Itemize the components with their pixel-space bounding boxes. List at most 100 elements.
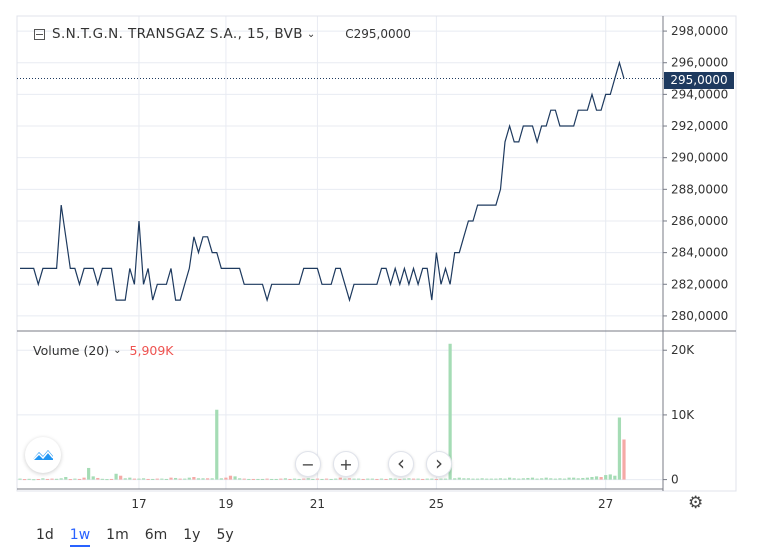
- volume-bar: [462, 478, 466, 480]
- volume-bar: [22, 479, 27, 481]
- zoom-out-button[interactable]: −: [295, 451, 321, 477]
- volume-bar: [50, 478, 54, 480]
- volume-tick-label: 20K: [671, 343, 695, 357]
- volume-bar: [192, 477, 196, 480]
- volume-bar: [567, 477, 571, 480]
- x-tick-label: 25: [429, 497, 444, 511]
- volume-bar: [375, 478, 379, 480]
- volume-bar: [370, 478, 374, 480]
- range-1w[interactable]: 1w: [69, 527, 91, 547]
- volume-bar: [448, 343, 452, 480]
- volume-bar: [297, 478, 301, 480]
- volume-bar: [604, 475, 608, 480]
- volume-bar: [247, 478, 251, 480]
- series-legend[interactable]: S.N.T.G.N. TRANSGAZ S.A., 15, BVB ⌄ C295…: [34, 26, 411, 42]
- volume-bar: [169, 477, 173, 480]
- volume-bar: [219, 478, 223, 480]
- volume-bar: [206, 478, 210, 480]
- volume-bar: [210, 478, 214, 480]
- chevron-down-icon[interactable]: ⌄: [306, 28, 316, 40]
- volume-bar: [434, 478, 438, 480]
- volume-bar: [530, 477, 535, 480]
- collapse-icon[interactable]: [34, 28, 45, 40]
- price-series: [17, 60, 663, 303]
- volume-bar: [416, 478, 420, 480]
- volume-bar: [480, 478, 484, 480]
- volume-bar: [128, 477, 132, 480]
- volume-bar: [320, 478, 324, 480]
- volume-bar: [132, 478, 136, 480]
- volume-bar: [581, 477, 585, 480]
- x-tick-label: 27: [598, 497, 613, 511]
- gear-icon[interactable]: ⚙: [688, 493, 704, 513]
- close-value: C295,0000: [345, 27, 411, 41]
- chevron-down-icon[interactable]: ⌄: [113, 345, 122, 356]
- range-6m[interactable]: 6m: [144, 527, 168, 543]
- volume-bar: [215, 409, 219, 480]
- volume-bar: [343, 478, 347, 480]
- volume-bar: [302, 478, 306, 480]
- volume-bars: [18, 343, 626, 481]
- volume-bar: [425, 478, 429, 480]
- volume-bar: [64, 477, 68, 480]
- volume-bar: [292, 478, 297, 480]
- volume-bar: [27, 478, 31, 480]
- volume-bar: [393, 478, 397, 480]
- volume-bar: [402, 478, 406, 480]
- volume-bar: [82, 477, 86, 480]
- volume-bar: [421, 478, 425, 480]
- range-1m[interactable]: 1m: [106, 527, 129, 543]
- volume-bar: [526, 477, 530, 480]
- volume-bar: [503, 478, 507, 480]
- volume-bar: [553, 478, 557, 480]
- volume-bar: [105, 479, 109, 481]
- volume-bar: [379, 478, 384, 480]
- y-tick-label: 296,0000: [671, 56, 728, 70]
- volume-bar: [123, 478, 127, 480]
- outer-border: [16, 15, 737, 492]
- volume-bar: [334, 478, 338, 480]
- volume-bar: [196, 478, 201, 480]
- volume-bar: [489, 478, 493, 480]
- volume-bar: [87, 467, 91, 480]
- volume-bar: [439, 478, 443, 480]
- volume-bar: [288, 478, 292, 480]
- volume-bar: [283, 478, 287, 480]
- volume-bar: [471, 478, 475, 480]
- volume-bar: [45, 478, 50, 480]
- volume-bar: [251, 478, 255, 480]
- y-tick-label: 280,0000: [671, 309, 728, 323]
- volume-bar: [119, 475, 123, 480]
- volume-bar: [430, 478, 434, 480]
- range-1y[interactable]: 1y: [183, 527, 201, 543]
- x-tick-label: 17: [131, 497, 146, 511]
- volume-legend[interactable]: Volume (20) ⌄ 5,909K: [33, 343, 174, 358]
- volume-bar: [498, 478, 503, 480]
- volume-bar: [151, 478, 155, 480]
- volume-bar: [475, 478, 480, 480]
- scroll-left-button[interactable]: ‹: [388, 451, 414, 477]
- volume-bar: [173, 477, 178, 480]
- volume-bar: [256, 478, 260, 480]
- volume-bar: [544, 477, 548, 480]
- volume-bar: [55, 478, 59, 480]
- scroll-right-button[interactable]: ›: [426, 451, 452, 477]
- range-1d[interactable]: 1d: [36, 527, 54, 543]
- volume-bar: [73, 478, 77, 480]
- y-tick-label: 298,0000: [671, 24, 728, 38]
- range-5y[interactable]: 5y: [216, 527, 234, 543]
- volume-bar: [411, 478, 416, 480]
- volume-bar: [558, 478, 562, 480]
- x-tick-label: 19: [218, 497, 233, 511]
- volume-bar: [389, 478, 393, 480]
- volume-bar: [279, 478, 283, 480]
- volume-bar: [576, 478, 580, 480]
- volume-bar: [146, 478, 150, 480]
- volume-bar: [585, 477, 589, 480]
- volume-bar: [352, 478, 356, 480]
- tradingview-logo-icon[interactable]: [25, 437, 61, 473]
- volume-bar: [18, 478, 22, 480]
- zoom-in-button[interactable]: +: [333, 451, 359, 477]
